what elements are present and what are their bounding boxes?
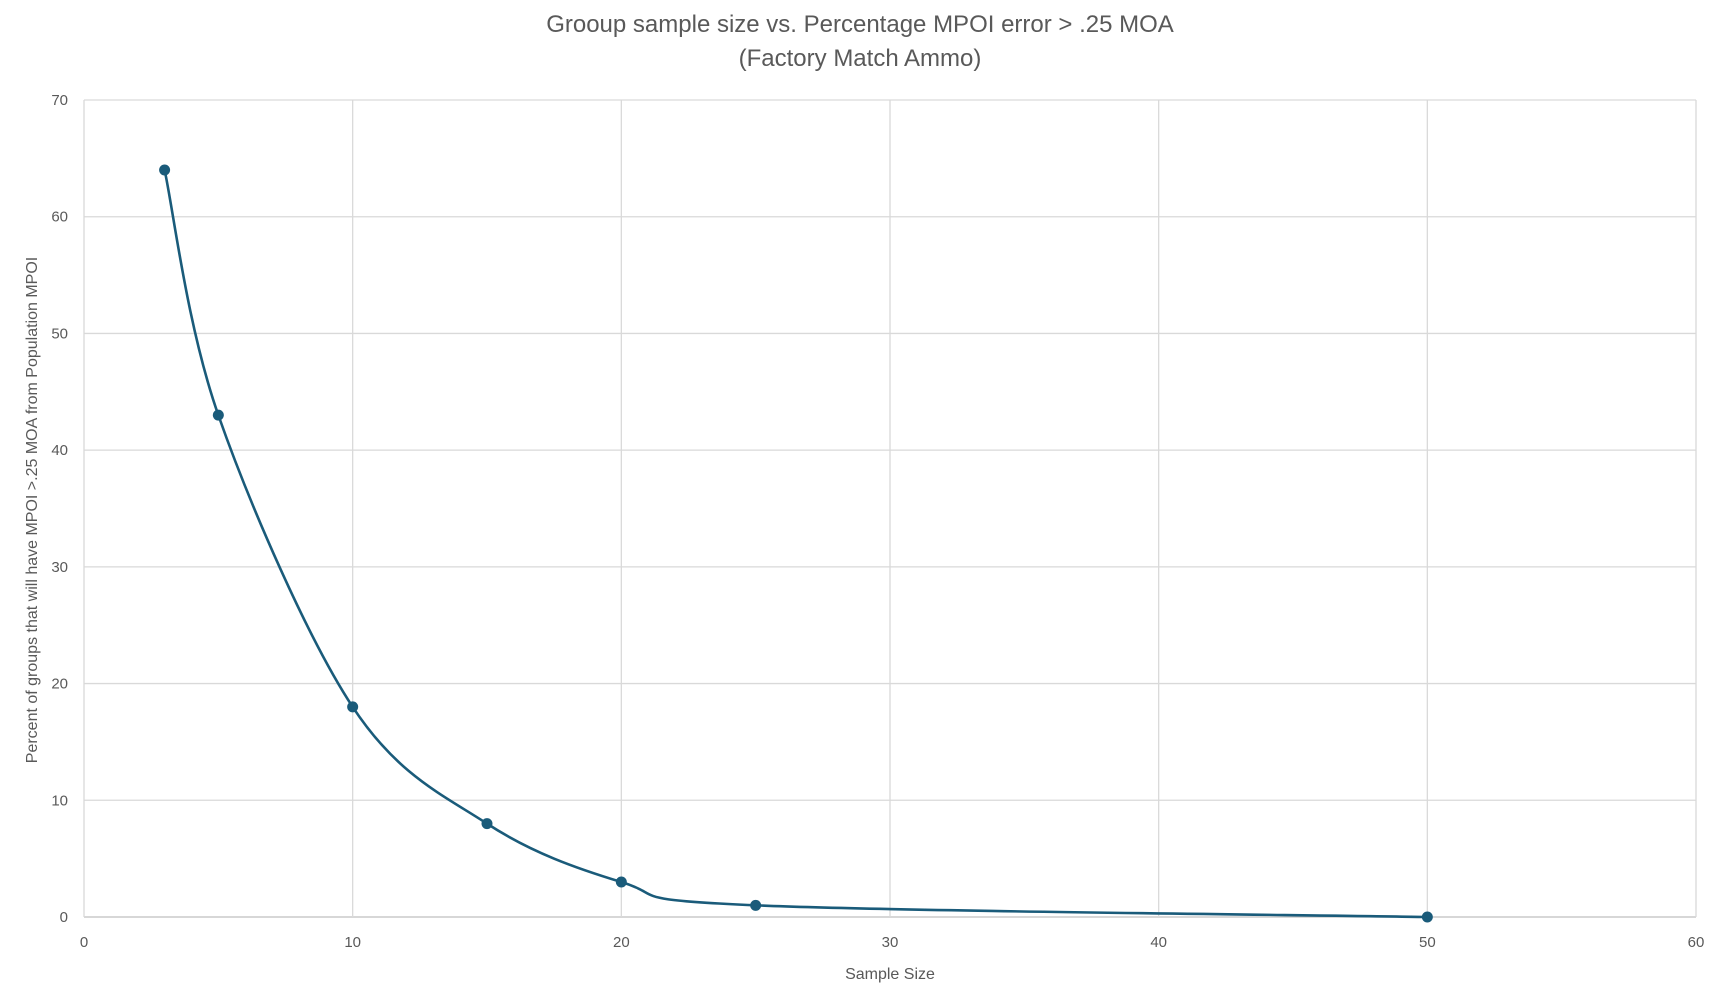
chart-title-line-2: (Factory Match Ammo) (739, 45, 982, 72)
series-line (163, 169, 1428, 919)
x-axis-title: Sample Size (845, 966, 935, 983)
y-tick-label: 0 (60, 909, 68, 926)
series-layer (159, 164, 1433, 923)
x-tick-label: 30 (882, 934, 899, 951)
x-tick-label: 20 (613, 934, 630, 951)
data-point-marker (212, 409, 224, 421)
y-tick-label: 20 (51, 676, 68, 693)
x-tick-label: 40 (1150, 934, 1167, 951)
y-tick-label: 70 (51, 92, 68, 109)
y-tick-label: 40 (51, 442, 68, 459)
data-point-marker (481, 818, 493, 830)
y-tick-label: 30 (51, 559, 68, 576)
data-point-marker (347, 701, 359, 713)
grid-layer (83, 99, 1697, 918)
data-point-marker (750, 899, 762, 911)
data-point-marker (159, 164, 171, 176)
y-tick-label: 60 (51, 209, 68, 226)
x-tick-label: 10 (344, 934, 361, 951)
data-point-marker (1421, 911, 1433, 923)
x-tick-label: 50 (1419, 934, 1436, 951)
y-tick-label: 10 (51, 792, 68, 809)
y-tick-label: 50 (51, 325, 68, 342)
x-tick-label: 0 (80, 934, 88, 951)
tick-layer: 0 10 20 30 40 50 60 70 0 10 20 30 40 50 60 (51, 92, 1704, 951)
y-axis-title: Percent of groups that will have MPOI >.… (24, 257, 41, 763)
chart-title-line-1: Grooup sample size vs. Percentage MPOI e… (546, 11, 1174, 38)
x-tick-label: 60 (1688, 934, 1705, 951)
data-point-marker (615, 876, 627, 888)
